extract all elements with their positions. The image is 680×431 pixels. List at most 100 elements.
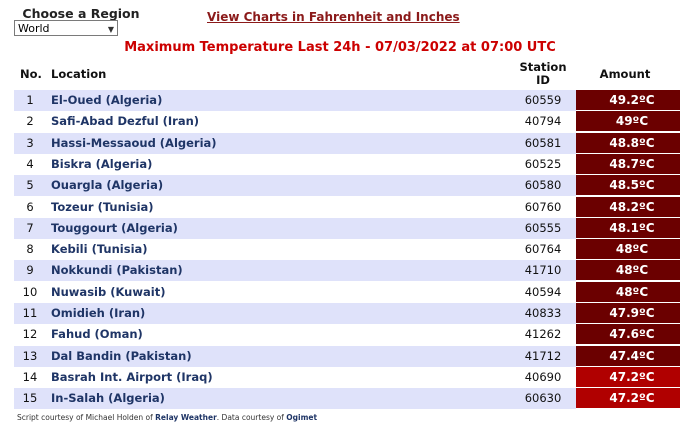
row-background <box>14 175 576 197</box>
footer-credits: Script courtesy of Michael Holden of Rel… <box>17 413 317 422</box>
row-number: 5 <box>26 178 34 193</box>
row-station-id: 41710 <box>524 263 562 278</box>
row-location: Dal Bandin (Pakistan) <box>51 348 192 363</box>
row-station-id: 60525 <box>524 156 562 171</box>
region-select[interactable]: World ▼ <box>14 20 118 36</box>
row-location: El-Oued (Algeria) <box>51 93 163 107</box>
row-station-id: 60555 <box>524 220 562 235</box>
table-row: 9 Nokkundi (Pakistan) 41710 48ºC <box>14 260 680 282</box>
row-amount: 48ºC <box>576 239 680 261</box>
row-station-id: 41262 <box>524 327 562 342</box>
table-row: 3 Hassi-Messaoud (Algeria) 60581 48.8ºC <box>14 132 680 154</box>
row-amount: 48.1ºC <box>576 217 680 239</box>
chevron-down-icon: ▼ <box>107 25 114 34</box>
row-location: Hassi-Messaoud (Algeria) <box>51 135 217 150</box>
row-number: 6 <box>26 199 34 214</box>
row-amount: 48ºC <box>576 260 680 282</box>
table-row: 11 Omidieh (Iran) 40833 47.9ºC <box>14 303 680 324</box>
row-number: 13 <box>22 348 38 363</box>
table-row: 2 Safi-Abad Dezful (Iran) 40794 49ºC <box>14 111 680 133</box>
row-background <box>14 132 576 154</box>
table-row: 13 Dal Bandin (Pakistan) 41712 47.4ºC <box>14 345 680 367</box>
row-location: Nuwasib (Kuwait) <box>51 284 166 299</box>
row-background <box>14 345 576 367</box>
region-label: Choose a Region <box>22 6 140 21</box>
row-location: Basrah Int. Airport (Iraq) <box>51 369 213 384</box>
table-row: 12 Fahud (Oman) 41262 47.6ºC <box>14 324 680 346</box>
table-row: 10 Nuwasib (Kuwait) 40594 48ºC <box>14 281 680 303</box>
row-background <box>14 303 576 324</box>
row-amount: 47.6ºC <box>576 324 680 346</box>
row-background <box>14 388 576 410</box>
row-number: 7 <box>26 220 34 235</box>
row-station-id: 40833 <box>524 306 562 320</box>
row-amount: 47.2ºC <box>576 388 680 410</box>
row-location: Tozeur (Tunisia) <box>51 199 154 214</box>
row-location: Touggourt (Algeria) <box>51 220 178 235</box>
row-station-id: 60581 <box>524 135 562 150</box>
table-row: 1 El-Oued (Algeria) 60559 49.2ºC <box>14 90 680 111</box>
row-station-id: 40794 <box>524 114 562 129</box>
header-location: Location <box>51 67 107 81</box>
row-amount: 47.2ºC <box>576 366 680 388</box>
row-amount: 48ºC <box>576 281 680 303</box>
row-station-id: 60760 <box>524 199 562 214</box>
row-amount: 48.7ºC <box>576 153 680 175</box>
row-background <box>14 217 576 239</box>
table-row: 5 Ouargla (Algeria) 60580 48.5ºC <box>14 175 680 197</box>
row-number: 10 <box>22 284 38 299</box>
row-location: Biskra (Algeria) <box>51 156 153 171</box>
row-number: 12 <box>22 327 38 342</box>
header-amount: Amount <box>599 67 651 81</box>
table-row: 7 Touggourt (Algeria) 60555 48.1ºC <box>14 217 680 239</box>
table-row: 15 In-Salah (Algeria) 60630 47.2ºC <box>14 388 680 410</box>
relay-weather-link[interactable]: Relay Weather <box>155 413 217 422</box>
table-row: 4 Biskra (Algeria) 60525 48.7ºC <box>14 153 680 175</box>
footer-prefix: Script courtesy of Michael Holden of <box>17 413 156 422</box>
table-row: 8 Kebili (Tunisia) 60764 48ºC <box>14 239 680 261</box>
row-location: Kebili (Tunisia) <box>51 242 148 257</box>
row-number: 15 <box>22 391 38 406</box>
row-station-id: 60559 <box>524 93 562 107</box>
header-station-id: Station ID <box>512 61 574 87</box>
row-amount: 48.2ºC <box>576 196 680 218</box>
row-number: 9 <box>26 263 34 278</box>
table-row: 14 Basrah Int. Airport (Iraq) 40690 47.2ºC <box>14 366 680 388</box>
row-location: Safi-Abad Dezful (Iran) <box>51 114 200 129</box>
ogimet-link[interactable]: Ogimet <box>286 413 318 422</box>
row-location: In-Salah (Algeria) <box>51 391 165 406</box>
row-amount: 47.4ºC <box>576 345 680 367</box>
header-station-line2: ID <box>536 73 550 87</box>
row-background <box>14 90 576 111</box>
row-location: Ouargla (Algeria) <box>51 178 164 193</box>
row-number: 1 <box>26 93 34 107</box>
row-station-id: 60764 <box>524 242 562 257</box>
row-background <box>14 260 576 282</box>
row-station-id: 41712 <box>524 348 562 363</box>
row-number: 14 <box>22 369 38 384</box>
row-station-id: 60580 <box>524 178 562 193</box>
row-amount: 49ºC <box>576 111 680 133</box>
row-amount: 47.9ºC <box>576 303 680 324</box>
row-amount: 48.8ºC <box>576 132 680 154</box>
row-location: Nokkundi (Pakistan) <box>51 263 183 278</box>
view-fahrenheit-link[interactable]: View Charts in Fahrenheit and Inches <box>207 10 460 24</box>
row-number: 11 <box>22 306 38 320</box>
header-no: No. <box>20 67 42 81</box>
row-location: Fahud (Oman) <box>51 327 143 342</box>
row-station-id: 40594 <box>524 284 562 299</box>
row-amount: 48.5ºC <box>576 175 680 197</box>
page-title: Maximum Temperature Last 24h - 07/03/202… <box>124 40 556 55</box>
row-number: 8 <box>26 242 34 257</box>
row-amount: 49.2ºC <box>576 90 680 111</box>
row-number: 2 <box>26 114 34 129</box>
table-row: 6 Tozeur (Tunisia) 60760 48.2ºC <box>14 196 680 218</box>
row-location: Omidieh (Iran) <box>51 306 146 320</box>
row-station-id: 60630 <box>524 391 562 406</box>
footer-middle: . Data courtesy of <box>216 413 287 422</box>
row-number: 3 <box>26 135 34 150</box>
row-station-id: 40690 <box>524 369 562 384</box>
row-number: 4 <box>26 156 34 171</box>
header-station-line1: Station <box>519 60 567 74</box>
region-selected-value: World <box>18 22 50 35</box>
